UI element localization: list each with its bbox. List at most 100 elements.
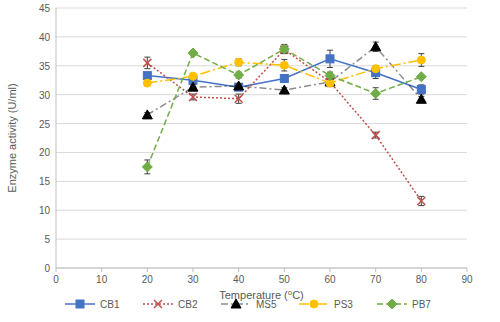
x-tick-label: 0 (53, 274, 59, 285)
x-tick (147, 268, 148, 272)
data-point (142, 110, 152, 119)
legend-item: CB2 (143, 299, 198, 310)
error-bar (418, 85, 424, 94)
error-bar (281, 59, 287, 71)
data-point (417, 85, 425, 93)
grid-line (56, 268, 467, 269)
error-bar (327, 50, 333, 67)
data-point (234, 70, 244, 80)
data-point (279, 85, 289, 94)
x-tick-label: 80 (416, 274, 428, 285)
data-point (371, 42, 381, 51)
legend-item: MS5 (221, 299, 277, 310)
x-tick (238, 268, 239, 272)
legend-label: PB7 (412, 299, 431, 310)
legend-marker (154, 300, 162, 308)
plot-area (142, 42, 426, 206)
legend-item: PB7 (377, 299, 431, 310)
data-point (326, 55, 334, 63)
data-point (234, 81, 244, 90)
data-point (188, 82, 198, 91)
x-tick-label: 40 (233, 274, 245, 285)
data-point (189, 72, 197, 80)
x-tick-label: 20 (142, 274, 154, 285)
series (142, 42, 426, 119)
data-point (325, 71, 335, 81)
x-tick (375, 268, 376, 272)
legend-label: CB2 (178, 299, 198, 310)
legend-marker (387, 299, 397, 309)
grid-line (56, 210, 467, 211)
error-bar (144, 57, 150, 69)
data-point (143, 72, 151, 80)
legend-label: MS5 (256, 299, 277, 310)
grid-line (56, 65, 467, 66)
data-point (143, 59, 151, 67)
y-tick-label: 10 (39, 205, 51, 216)
error-bar (418, 196, 424, 205)
grid-line (56, 152, 467, 153)
y-tick-label: 30 (39, 90, 51, 101)
legend-label: CB1 (100, 299, 120, 310)
x-tick (467, 268, 468, 272)
x-tick-label: 30 (187, 274, 199, 285)
x-tick (193, 268, 194, 272)
x-tick (101, 268, 102, 272)
y-axis (56, 8, 57, 268)
legend-marker (76, 300, 84, 308)
legend-item: CB1 (65, 299, 120, 310)
x-axis (56, 268, 467, 269)
data-point (417, 56, 425, 64)
series (143, 46, 425, 206)
x-tick-label: 50 (279, 274, 291, 285)
x-tick (56, 268, 57, 272)
grid-line (56, 36, 467, 37)
data-point (143, 79, 151, 87)
data-point (279, 44, 289, 54)
y-tick-label: 35 (39, 61, 51, 72)
chart: 0510152025303540450102030405060708090Tem… (0, 0, 500, 322)
data-point (142, 162, 152, 172)
y-tick-label: 0 (44, 263, 50, 274)
data-point (417, 197, 425, 205)
x-tick (421, 268, 422, 272)
y-tick-label: 5 (44, 234, 50, 245)
data-point (416, 94, 426, 103)
grid-line (56, 94, 467, 95)
y-tick-label: 45 (39, 3, 51, 14)
series (142, 44, 426, 174)
x-tick-label: 90 (461, 274, 473, 285)
legend-marker (310, 300, 318, 308)
data-point (235, 95, 243, 103)
data-point (188, 48, 198, 58)
error-bar (281, 75, 287, 82)
series-line (147, 47, 421, 115)
y-tick-label: 40 (39, 32, 51, 43)
x-tick-label: 60 (324, 274, 336, 285)
x-tick (330, 268, 331, 272)
y-tick-label: 20 (39, 147, 51, 158)
grid-line (56, 8, 467, 9)
data-point (189, 93, 197, 101)
x-tick-label: 70 (370, 274, 382, 285)
grid-line (56, 239, 467, 240)
grid-line (56, 123, 467, 124)
legend-marker (231, 299, 241, 308)
error-bar (418, 54, 424, 67)
legend-item: PS3 (299, 299, 353, 310)
data-point (371, 89, 381, 99)
series-line (147, 50, 421, 201)
y-tick-label: 25 (39, 119, 51, 130)
data-point (280, 61, 288, 69)
data-point (416, 72, 426, 82)
data-point (235, 58, 243, 66)
data-point (280, 74, 288, 82)
x-tick (284, 268, 285, 272)
y-tick-label: 15 (39, 176, 51, 187)
grid-line (56, 181, 467, 182)
y-axis-label: Enzyme activity (U/ml) (6, 83, 18, 192)
data-point (372, 131, 380, 139)
data-point (372, 65, 380, 73)
error-bar (236, 59, 242, 66)
series-line (147, 49, 421, 167)
